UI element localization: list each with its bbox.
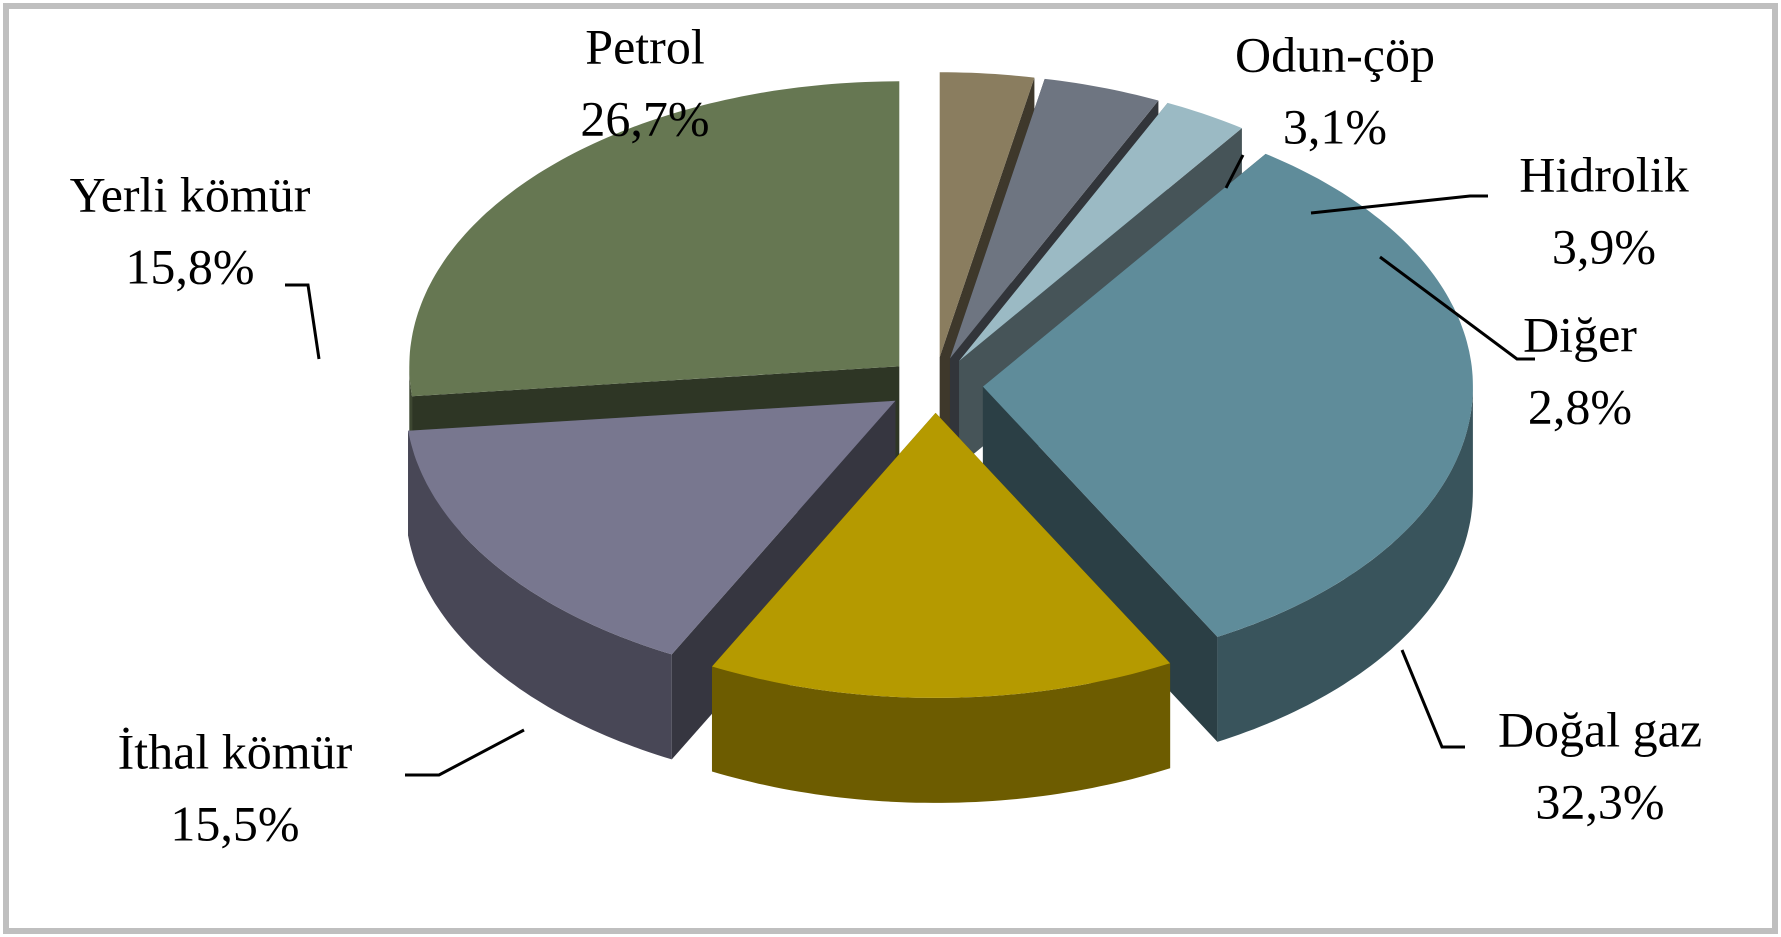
slice-top bbox=[408, 400, 896, 655]
slice-wall bbox=[712, 663, 1171, 803]
value-label: 32,3% bbox=[1535, 773, 1664, 829]
value-label: 3,1% bbox=[1283, 98, 1387, 154]
slice-top bbox=[939, 72, 1035, 358]
slice-label: Hidrolik bbox=[1519, 146, 1688, 202]
leader-line bbox=[405, 728, 525, 777]
slice-wall bbox=[408, 430, 672, 760]
slice-top bbox=[712, 412, 1171, 698]
pie bbox=[408, 72, 1473, 803]
value-label: 15,8% bbox=[125, 238, 254, 294]
leader-line bbox=[1400, 649, 1465, 749]
slice-label: Diğer bbox=[1523, 306, 1637, 362]
leader-line bbox=[1224, 154, 1245, 189]
value-label: 15,5% bbox=[170, 795, 299, 851]
slice-wall bbox=[1217, 386, 1473, 742]
value-label: 3,9% bbox=[1552, 218, 1656, 274]
labels: Odun-çöp 3,1% Hidrolik 3,9% Diğer 2,8% Doğal g… bbox=[70, 18, 1702, 851]
leader-line bbox=[285, 283, 321, 360]
value-label: 26,7% bbox=[580, 90, 709, 146]
slice-label: Petrol bbox=[585, 18, 704, 74]
slice-top bbox=[959, 102, 1242, 361]
slice-top bbox=[982, 153, 1473, 637]
slice bbox=[711, 412, 1171, 803]
slice bbox=[982, 153, 1473, 742]
slice-label: Doğal gaz bbox=[1498, 701, 1702, 757]
leader-line bbox=[1310, 194, 1488, 215]
slice-top bbox=[949, 78, 1159, 359]
leader-line bbox=[1379, 255, 1535, 361]
value-label: 2,8% bbox=[1528, 378, 1632, 434]
slice-label: İthal kömür bbox=[118, 723, 353, 779]
slice-label: Odun-çöp bbox=[1235, 26, 1435, 82]
slice-top bbox=[409, 81, 900, 397]
slice-label: Yerli kömür bbox=[70, 166, 311, 222]
